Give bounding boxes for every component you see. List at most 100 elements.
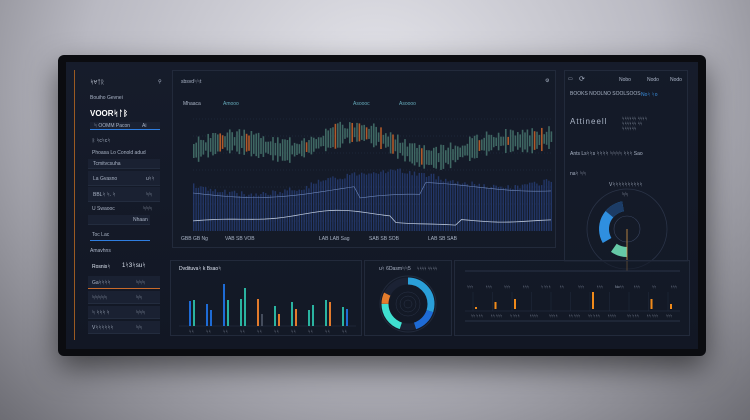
candle xyxy=(325,128,327,152)
legend-item[interactable]: Amooo xyxy=(223,101,239,107)
candle xyxy=(529,135,531,147)
volume-bar xyxy=(308,188,310,231)
top-label: ᛋᛋᛋ xyxy=(467,285,473,289)
candle xyxy=(442,145,445,169)
volume-bar xyxy=(250,193,252,231)
candle xyxy=(466,143,469,156)
candle xyxy=(430,150,433,165)
volume-bar xyxy=(344,178,346,231)
legend-item: ᛋᛋᛋᛋᛋᛋ ᛋᛋᛋᛋ xyxy=(622,116,648,121)
bottom-label: ᛋᛋ ᛋᛋᛋ xyxy=(588,314,600,318)
candle xyxy=(481,139,483,151)
bar xyxy=(189,301,191,326)
volume-bar xyxy=(505,188,507,231)
volume-bar xyxy=(411,175,413,231)
volume-bar xyxy=(387,171,389,231)
sidebar-item[interactable]: Toc Lac xyxy=(92,232,110,238)
bottom-label: ᛋᛋᛋ xyxy=(666,314,672,318)
candle xyxy=(301,140,303,157)
accent-edge xyxy=(74,70,75,340)
volume-bar xyxy=(243,194,245,231)
candle xyxy=(334,123,337,149)
row-label: La Gvasno xyxy=(93,176,118,182)
volume-bar xyxy=(272,190,274,231)
stats-row[interactable]: Gaᛋᛋᛋᛋ ᛋᛋᛋ xyxy=(88,276,160,289)
volume-bar xyxy=(337,179,339,231)
candle xyxy=(217,134,219,152)
legend-item[interactable]: Asoooc xyxy=(353,101,370,107)
volume-bar xyxy=(248,194,250,231)
candle xyxy=(519,134,521,148)
candle xyxy=(279,143,281,157)
settings-icon[interactable]: ⚙ xyxy=(545,78,550,84)
main-chart-panel: sbsvdᛋᛋt ⚙ Mhaaca Amooo Asoooc Asoooo GB… xyxy=(172,70,556,248)
volume-bar xyxy=(296,190,298,231)
bottom-label: ᛋᛋ ᛋᛋᛋ xyxy=(491,314,503,318)
volume-bar xyxy=(298,189,300,231)
candle xyxy=(550,131,553,142)
candle xyxy=(476,134,478,158)
candle xyxy=(207,133,209,158)
gauge-title: Vᛋᛋᛋᛋᛋᛋᛋᛋᛋᛋ xyxy=(609,182,643,188)
candle xyxy=(435,146,437,169)
price-line xyxy=(192,209,552,226)
volume-bar xyxy=(541,185,543,231)
sidebar-item-highlight[interactable]: Tcmitvcsuha xyxy=(88,159,160,169)
candle xyxy=(212,132,214,156)
x-tick: VAB SB VOB xyxy=(225,236,255,242)
stats-row[interactable]: ᛋᛋᛋᛋᛋ ᛋᛋ xyxy=(88,291,160,304)
row-label: Vᛋᛋᛋᛋᛋᛋ xyxy=(92,325,114,331)
volume-bar xyxy=(433,173,435,231)
bar-label: ᛋᛋ xyxy=(274,329,279,334)
volume-bar xyxy=(478,183,480,231)
sidebar-row[interactable]: BBLᛋ ᛋ. ᛋ ᛋᛋ xyxy=(88,187,160,202)
candle xyxy=(269,141,272,156)
bar xyxy=(346,309,348,326)
volume-bar xyxy=(493,184,495,231)
summary-link[interactable]: Noᛋ ᛋo xyxy=(641,92,658,98)
sidebar-row[interactable]: La Gvasno uᛋᛋ xyxy=(88,171,160,186)
trend-line xyxy=(192,182,552,199)
header-label[interactable]: Nobo xyxy=(619,77,631,83)
candle xyxy=(197,136,200,162)
legend-item[interactable]: Mhaaca xyxy=(183,101,201,107)
volume-bar xyxy=(209,188,212,231)
refresh-icon[interactable]: ⟳ xyxy=(579,76,585,83)
candle xyxy=(341,124,344,144)
header-label[interactable]: Nodo xyxy=(647,77,659,83)
legend-item[interactable]: Asoooo xyxy=(399,101,416,107)
candle xyxy=(248,135,250,151)
bar xyxy=(227,300,229,326)
candle xyxy=(296,143,298,155)
candle xyxy=(291,145,293,155)
header-label[interactable]: Nodo xyxy=(670,77,682,83)
top-label: ᛋᛋᛋ xyxy=(486,285,492,289)
volume-bar xyxy=(212,191,214,231)
volume-bar xyxy=(497,187,500,231)
top-label: ᛋᛋᛋ xyxy=(597,285,603,289)
sidebar-row[interactable]: U Swaooc xyxy=(92,206,115,212)
sidebar-tab[interactable]: ᛋ OOMM Pacon Ai xyxy=(90,122,160,130)
bar xyxy=(278,314,280,326)
bar xyxy=(670,304,672,309)
candle xyxy=(241,135,243,148)
candle xyxy=(387,136,389,147)
volume-bar xyxy=(428,176,430,231)
sidebar-input[interactable]: Nhaan xyxy=(88,215,150,225)
candle xyxy=(257,132,260,158)
volume-bar xyxy=(262,191,264,231)
candle xyxy=(202,140,205,155)
sidebar-item[interactable]: ᛒ ᛋcᛋcᛋ xyxy=(92,138,111,144)
candle xyxy=(423,145,425,169)
stats-row[interactable]: ᛋ ᛋᛋᛋ ᛋ ᛋᛋᛋ xyxy=(88,306,160,319)
document-icon[interactable]: ▭ xyxy=(568,76,573,82)
candle xyxy=(464,145,466,156)
sidebar-item[interactable]: Phoasa Lo Conold adud xyxy=(92,150,146,156)
volume-bar xyxy=(358,174,360,231)
menu-icon[interactable]: ⚲ xyxy=(158,79,162,85)
x-tick: GBB GB Ng xyxy=(181,236,208,242)
volume-bar xyxy=(334,177,336,231)
candle xyxy=(514,135,517,147)
stats-row[interactable]: Vᛋᛋᛋᛋᛋᛋ ᛋᛋ xyxy=(88,321,160,334)
volume-bar xyxy=(461,183,464,231)
